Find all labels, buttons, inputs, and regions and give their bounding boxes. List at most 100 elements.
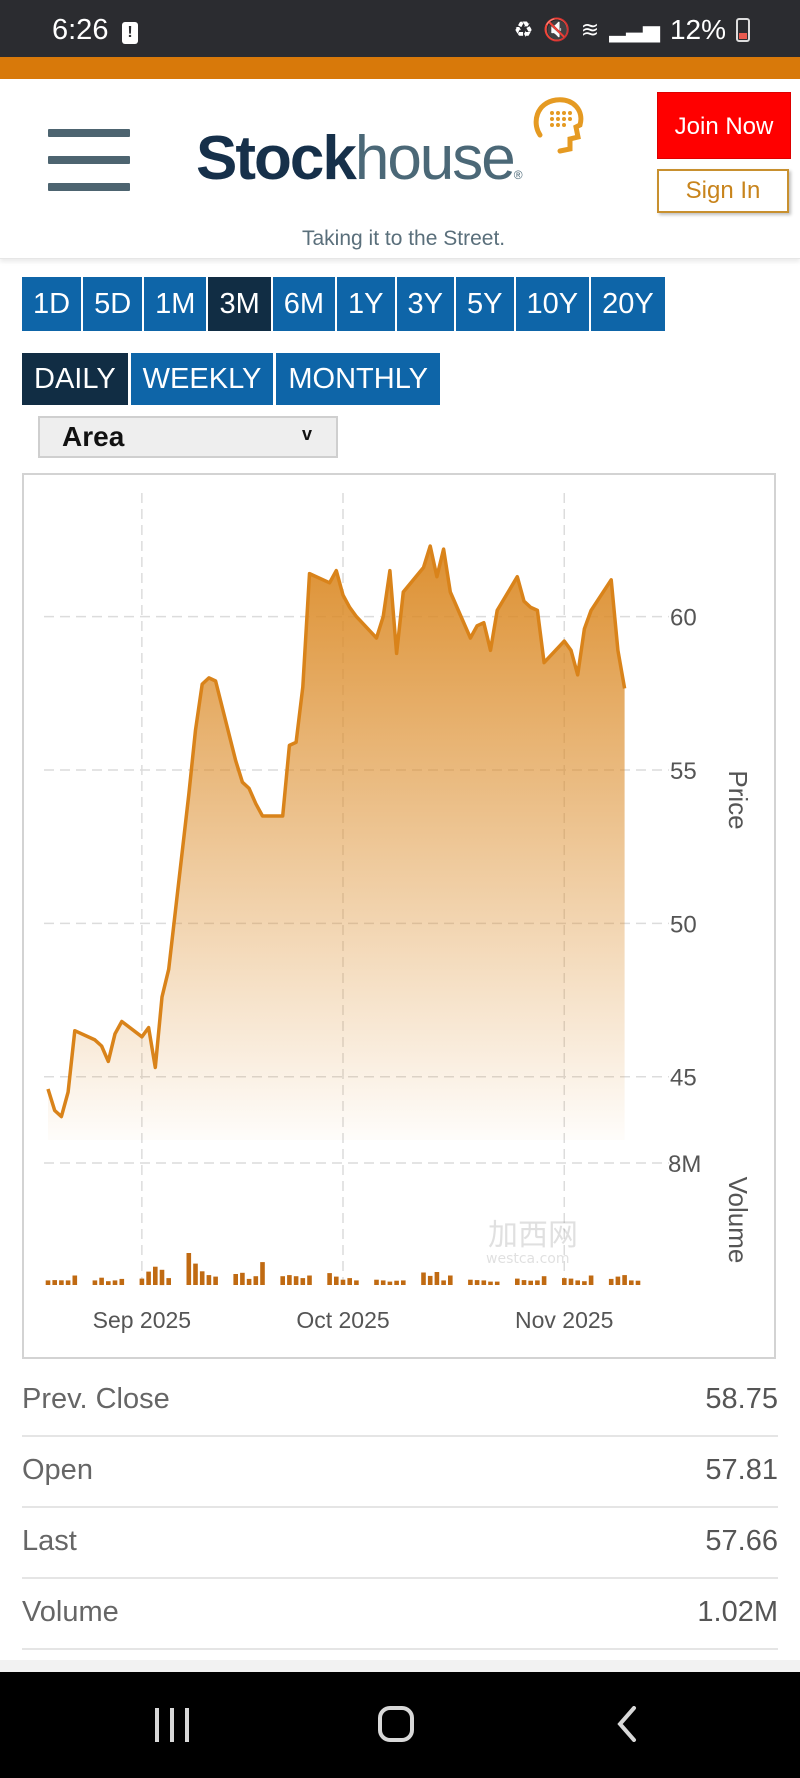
price-series-line bbox=[46, 544, 627, 1119]
volume-bar bbox=[246, 1278, 252, 1285]
tab-range-5d[interactable]: 5D bbox=[83, 277, 143, 331]
volume-bar bbox=[434, 1272, 440, 1285]
x-tick-label: Oct 2025 bbox=[296, 1307, 389, 1333]
volume-bar bbox=[427, 1275, 433, 1285]
volume-bar bbox=[327, 1273, 332, 1285]
volume-bar bbox=[307, 1275, 312, 1285]
volume-bar bbox=[260, 1262, 265, 1285]
chart-svg: 45 50 55 60 8M Sep 2025 Oct 2025 Nov 2025 Price V… bbox=[44, 493, 753, 1333]
tab-range-1d[interactable]: 1D bbox=[22, 277, 82, 331]
volume-bar bbox=[119, 1278, 125, 1285]
volume-bar bbox=[287, 1275, 292, 1285]
stat-last: Last 57.66 bbox=[22, 1508, 778, 1579]
stockhouse-logo[interactable]: Stockhouse® Taking it to the Street. bbox=[196, 123, 523, 250]
volume-bar bbox=[354, 1280, 359, 1285]
tab-weekly[interactable]: WEEKLY bbox=[130, 353, 274, 405]
tab-range-1m[interactable]: 1M bbox=[144, 277, 207, 331]
range-tabs: 1D 5D 1M 3M 6M 1Y 3Y 5Y 10Y 20Y bbox=[22, 277, 665, 331]
volume-bar bbox=[535, 1280, 540, 1285]
volume-axis-title: Volume bbox=[723, 1177, 753, 1264]
tab-daily[interactable]: DAILY bbox=[22, 353, 128, 405]
tab-range-20y[interactable]: 20Y bbox=[591, 277, 665, 331]
watermark-title: 加西网 bbox=[488, 1218, 578, 1253]
volume-bar bbox=[193, 1263, 198, 1285]
volume-bar bbox=[622, 1275, 627, 1285]
stat-label: Last bbox=[22, 1525, 77, 1557]
watermark: 加西网 westca.com bbox=[486, 1218, 578, 1267]
tab-range-10y[interactable]: 10Y bbox=[515, 277, 590, 331]
home-icon[interactable] bbox=[378, 1706, 414, 1742]
volume-bar bbox=[99, 1277, 104, 1285]
logo-head-icon bbox=[533, 97, 584, 154]
volume-bar bbox=[387, 1281, 393, 1285]
volume-bar bbox=[166, 1278, 171, 1285]
volume-bar bbox=[615, 1276, 621, 1285]
tab-range-6m[interactable]: 6M bbox=[272, 277, 336, 331]
volume-bar bbox=[153, 1266, 158, 1285]
tab-range-3y[interactable]: 3Y bbox=[396, 277, 455, 331]
volume-bar bbox=[575, 1280, 580, 1285]
volume-bar bbox=[112, 1280, 118, 1285]
quote-stats: Prev. Close 58.75 Open 57.81 Last 57.66 … bbox=[22, 1366, 778, 1650]
signal-icon: ▂▃▅ bbox=[609, 17, 660, 42]
tab-range-3m[interactable]: 3M bbox=[208, 277, 271, 331]
volume-bar bbox=[629, 1280, 634, 1285]
status-bar: 6:26 ! ♻ 🔇 ≋ ▂▃▅ 12% bbox=[0, 0, 800, 57]
price-tick-label: 60 bbox=[670, 605, 697, 632]
volume-bar bbox=[293, 1276, 299, 1285]
system-nav-bar bbox=[0, 1672, 800, 1778]
volume-bar bbox=[562, 1278, 567, 1285]
volume-bar bbox=[92, 1280, 98, 1285]
volume-bar bbox=[488, 1281, 493, 1285]
battery-saver-icon: ♻ bbox=[513, 17, 534, 42]
volume-bar bbox=[568, 1278, 574, 1285]
volume-bar bbox=[253, 1276, 259, 1285]
volume-bar bbox=[608, 1278, 614, 1285]
volume-bar bbox=[468, 1279, 473, 1285]
system-indicators: ♻ 🔇 ≋ ▂▃▅ 12% bbox=[514, 14, 750, 46]
volume-bar bbox=[421, 1272, 426, 1285]
tab-range-5y[interactable]: 5Y bbox=[456, 277, 514, 331]
price-chart[interactable]: 45 50 55 60 8M Sep 2025 Oct 2025 Nov 2025 Price V… bbox=[22, 473, 776, 1359]
tab-monthly[interactable]: MONTHLY bbox=[276, 353, 441, 405]
volume-bar bbox=[65, 1280, 71, 1285]
chart-type-value: Area bbox=[62, 421, 125, 452]
volume-bar bbox=[206, 1275, 212, 1285]
volume-bar bbox=[340, 1279, 346, 1285]
price-tick-label: 55 bbox=[670, 758, 697, 785]
menu-hamburger-icon[interactable] bbox=[48, 129, 130, 191]
stat-label: Volume bbox=[22, 1596, 119, 1628]
registered-mark: ® bbox=[513, 168, 523, 182]
x-tick-label: Nov 2025 bbox=[515, 1307, 613, 1333]
stat-volume: Volume 1.02M bbox=[22, 1579, 778, 1650]
join-now-button[interactable]: Join Now bbox=[657, 92, 791, 159]
chart-type-select[interactable]: Area v bbox=[38, 416, 338, 458]
volume-bar bbox=[139, 1278, 145, 1285]
volume-bar bbox=[635, 1280, 641, 1285]
x-tick-label: Sep 2025 bbox=[93, 1307, 191, 1333]
volume-bar bbox=[240, 1272, 245, 1285]
mute-icon: 🔇 bbox=[543, 17, 571, 42]
sign-in-button[interactable]: Sign In bbox=[657, 169, 789, 213]
tab-range-1y[interactable]: 1Y bbox=[337, 277, 395, 331]
stat-value: 57.81 bbox=[705, 1454, 778, 1486]
page-footer-strip bbox=[0, 1660, 800, 1672]
back-icon[interactable] bbox=[610, 1706, 646, 1742]
volume-bar bbox=[159, 1269, 165, 1286]
volume-bar bbox=[494, 1281, 500, 1285]
watermark-sub: westca.com bbox=[486, 1251, 569, 1267]
volume-bar bbox=[515, 1278, 520, 1285]
notification-alert-icon: ! bbox=[122, 22, 138, 44]
volume-bar bbox=[72, 1275, 78, 1285]
volume-bar bbox=[347, 1278, 352, 1285]
price-tick-label: 50 bbox=[670, 911, 697, 938]
brand-stripe bbox=[0, 57, 800, 79]
wifi-icon: ≋ bbox=[580, 17, 600, 42]
period-tabs: DAILY WEEKLY MONTHLY bbox=[22, 353, 441, 405]
volume-bar bbox=[52, 1280, 57, 1285]
stat-prev-close: Prev. Close 58.75 bbox=[22, 1366, 778, 1437]
recent-apps-icon[interactable] bbox=[155, 1708, 189, 1742]
volume-bar bbox=[380, 1280, 386, 1285]
battery-icon bbox=[736, 18, 750, 42]
volume-bar bbox=[106, 1281, 111, 1285]
